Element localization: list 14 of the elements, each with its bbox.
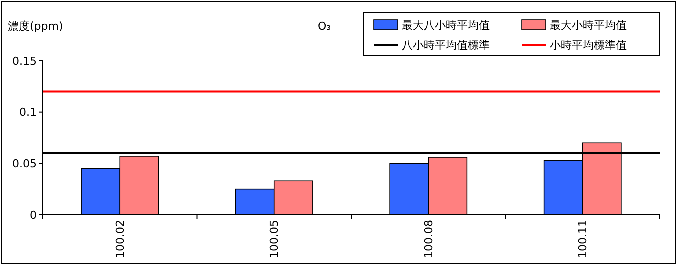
y-axis-title: 濃度(ppm): [8, 20, 64, 33]
legend-label: 小時平均標準值: [550, 38, 627, 52]
x-tick-label: 100.05: [268, 220, 282, 258]
chart-title: O₃: [318, 20, 332, 33]
x-tick-label: 100.11: [576, 220, 590, 258]
x-tick-label: 100.08: [422, 220, 436, 258]
y-tick-label: 0.15: [12, 54, 37, 68]
legend-label: 八小時平均值標準: [402, 38, 490, 52]
y-tick-label: 0: [30, 208, 37, 222]
legend-label: 最大八小時平均值: [402, 18, 490, 32]
y-tick-label: 0.1: [20, 106, 37, 120]
y-tick-label: 0.05: [12, 158, 37, 171]
legend-label: 最大小時平均值: [550, 18, 627, 32]
x-tick-label: 100.02: [114, 220, 127, 258]
